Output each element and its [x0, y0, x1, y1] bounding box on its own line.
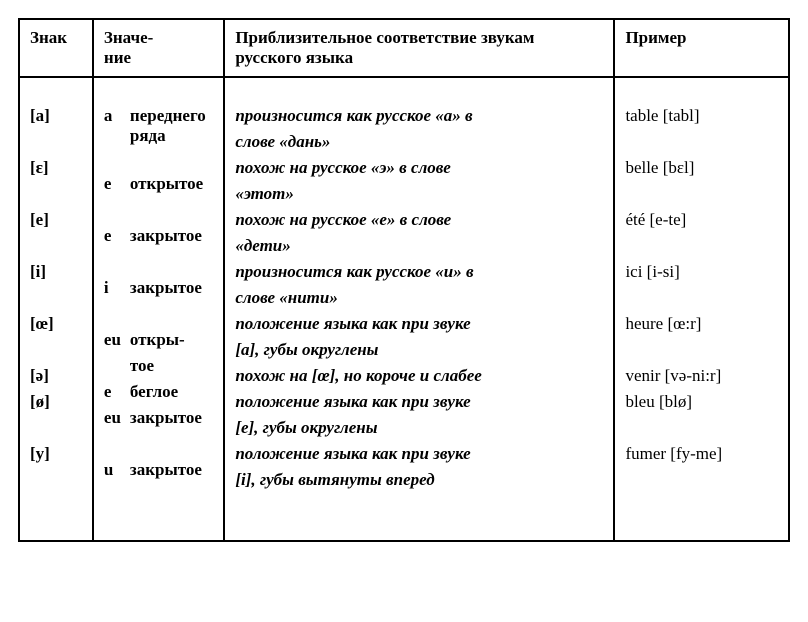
meaning-line [104, 434, 213, 458]
sign-line [30, 340, 82, 364]
example-line: bleu [blø] [625, 392, 778, 416]
header-example: Пример [614, 19, 789, 77]
sign-line: [ø] [30, 392, 82, 416]
body-sign-cell: [a] [ɛ] [e] [i] [œ] [ə][ø] [y] [19, 77, 93, 541]
meaning-line [104, 252, 213, 276]
sign-line: [y] [30, 444, 82, 468]
sign-line [30, 132, 82, 156]
body-row: [a] [ɛ] [e] [i] [œ] [ə][ø] [y] aпереднего ряда… [19, 77, 789, 541]
sign-line [30, 236, 82, 260]
example-line: été [e-te] [625, 210, 778, 234]
header-meaning: Значе- ние [93, 19, 224, 77]
header-row: Знак Значе- ние Приблизительное соответс… [19, 19, 789, 77]
example-line: fumer [fy-me] [625, 444, 778, 468]
meaning-line [104, 148, 213, 172]
example-line: venir [və-ni:r] [625, 366, 778, 390]
example-line: ici [i-si] [625, 262, 778, 286]
meaning-line: eоткрытое [104, 174, 213, 198]
desc-line: [a], губы округлены [235, 340, 603, 364]
sign-line [30, 184, 82, 208]
meaning-line [104, 200, 213, 224]
example-line [625, 418, 778, 442]
example-line [625, 132, 778, 156]
sign-line: [œ] [30, 314, 82, 338]
meaning-line: eбеглое [104, 382, 213, 406]
example-line [625, 184, 778, 208]
example-line [625, 236, 778, 260]
desc-line: положение языка как при звуке [235, 392, 603, 416]
meaning-line: тое [104, 356, 213, 380]
example-line: table [tabl] [625, 106, 778, 130]
body-meaning-cell: aпереднего ряда eоткрытое eзакрытое iзакрыт… [93, 77, 224, 541]
header-correspondence: Приблизительное соответствие звукам русс… [224, 19, 614, 77]
header-sign: Знак [19, 19, 93, 77]
sign-line [30, 470, 82, 494]
meaning-line: aпереднего ряда [104, 106, 213, 146]
desc-line: похож на русское «е» в слове [235, 210, 603, 234]
desc-line: похож на [œ], но короче и слабее [235, 366, 603, 390]
example-line: heure [œ:r] [625, 314, 778, 338]
meaning-line: uзакрытое [104, 460, 213, 484]
meaning-line [104, 486, 213, 510]
sign-line [30, 288, 82, 312]
desc-line: «дети» [235, 236, 603, 260]
desc-line: положение языка как при звуке [235, 314, 603, 338]
meaning-line: euоткры- [104, 330, 213, 354]
desc-line: [e], губы округлены [235, 418, 603, 442]
sign-line [30, 418, 82, 442]
example-line [625, 470, 778, 494]
meaning-line: iзакрытое [104, 278, 213, 302]
desc-line: похож на русское «э» в слове [235, 158, 603, 182]
example-line [625, 340, 778, 364]
desc-line: положение языка как при звуке [235, 444, 603, 468]
desc-line: слове «нити» [235, 288, 603, 312]
desc-line: произносится как русское «и» в [235, 262, 603, 286]
example-line: belle [bɛl] [625, 158, 778, 182]
meaning-line [104, 304, 213, 328]
sign-line: [a] [30, 106, 82, 130]
meaning-line: eзакрытое [104, 226, 213, 250]
desc-line: слове «дань» [235, 132, 603, 156]
phonetics-table: Знак Значе- ние Приблизительное соответс… [18, 18, 790, 542]
example-line [625, 288, 778, 312]
sign-line: [ə] [30, 366, 82, 390]
meaning-line: euзакрытое [104, 408, 213, 432]
body-desc-cell: произносится как русское «а» вслове «дан… [224, 77, 614, 541]
desc-line: [i], губы вытянуты вперед [235, 470, 603, 494]
sign-line: [ɛ] [30, 158, 82, 182]
sign-line: [i] [30, 262, 82, 286]
desc-line: произносится как русское «а» в [235, 106, 603, 130]
body-example-cell: table [tabl] belle [bɛl] été [e-te] ici [i-… [614, 77, 789, 541]
sign-line: [e] [30, 210, 82, 234]
desc-line: «этот» [235, 184, 603, 208]
